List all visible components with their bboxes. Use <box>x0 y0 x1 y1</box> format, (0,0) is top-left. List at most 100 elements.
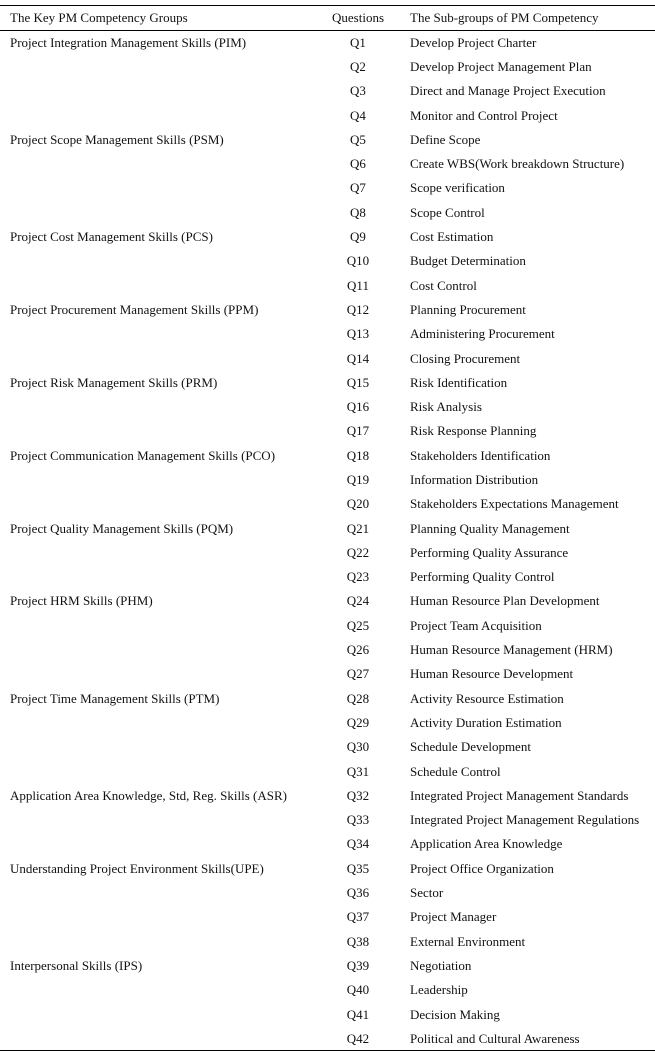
group-name-cell <box>0 176 315 200</box>
question-cell: Q32 <box>346 787 370 803</box>
question-cell: Q14 <box>346 350 370 366</box>
subgroup-cell: Human Resource Development <box>410 666 574 682</box>
question-cell: Q29 <box>346 714 370 730</box>
question-cell: Q34 <box>346 836 370 852</box>
table-row: Interpersonal Skills (IPS) Q39 Negotiation <box>0 954 655 978</box>
table-row: Project Risk Management Skills (PRM) Q15 R… <box>0 371 655 395</box>
question-cell: Q41 <box>346 1006 370 1022</box>
table-row: Q37 Project Manager <box>0 905 655 929</box>
subgroup-cell: Define Scope <box>410 131 481 147</box>
group-name-cell <box>0 759 315 783</box>
subgroup-cell: Risk Analysis <box>410 399 482 415</box>
subgroup-cell: Cost Control <box>410 277 477 293</box>
question-cell: Q36 <box>346 885 370 901</box>
question-cell: Q7 <box>350 180 366 196</box>
question-cell: Q2 <box>350 58 366 74</box>
table-row: Q27 Human Resource Development <box>0 662 655 686</box>
group-name-cell: Project Communication Management Skills … <box>10 447 276 463</box>
subgroup-cell: Develop Project Charter <box>410 34 537 50</box>
table-row: Q6 Create WBS(Work breakdown Structure) <box>0 152 655 176</box>
question-cell: Q20 <box>346 496 370 512</box>
question-cell: Q26 <box>346 642 370 658</box>
table-row: Q14 Closing Procurement <box>0 346 655 370</box>
subgroup-cell: Project Manager <box>410 909 497 925</box>
group-name-cell <box>0 322 315 346</box>
question-cell: Q15 <box>346 374 370 390</box>
table-row: Q25 Project Team Acquisition <box>0 614 655 638</box>
group-name-cell <box>0 978 315 1002</box>
group-name-cell <box>0 614 315 638</box>
group-name-cell: Project Procurement Management Skills (P… <box>10 301 259 317</box>
table-row: Understanding Project Environment Skills… <box>0 857 655 881</box>
table-row: Q8 Scope Control <box>0 201 655 225</box>
subgroup-cell: Administering Procurement <box>410 326 555 342</box>
question-cell: Q3 <box>350 83 366 99</box>
question-cell: Q28 <box>346 690 370 706</box>
question-cell: Q1 <box>350 34 366 50</box>
subgroup-cell: Planning Procurement <box>410 301 526 317</box>
question-cell: Q42 <box>346 1030 370 1046</box>
subgroup-cell: Stakeholders Identification <box>410 447 551 463</box>
question-cell: Q25 <box>346 617 370 633</box>
question-cell: Q40 <box>346 982 370 998</box>
question-cell: Q12 <box>346 301 370 317</box>
subgroup-cell: Integrated Project Management Regulation… <box>410 812 640 828</box>
group-name-cell <box>0 249 315 273</box>
competency-table: The Key PM Competency Groups Questions T… <box>0 5 655 1051</box>
group-name-cell: Project Cost Management Skills (PCS) <box>10 229 213 245</box>
subgroup-cell: Risk Response Planning <box>410 423 537 439</box>
table-row: Project Cost Management Skills (PCS) Q9 Co… <box>0 225 655 249</box>
group-name-cell <box>0 419 315 443</box>
table-row: Q20 Stakeholders Expectations Management <box>0 492 655 516</box>
group-name-cell <box>0 1027 315 1051</box>
question-cell: Q11 <box>347 277 369 293</box>
table-row: Q41 Decision Making <box>0 1002 655 1026</box>
question-cell: Q38 <box>346 933 370 949</box>
question-cell: Q33 <box>346 812 370 828</box>
table-header-row: The Key PM Competency Groups Questions T… <box>0 5 655 31</box>
question-cell: Q16 <box>346 399 370 415</box>
table-row: Q42 Political and Cultural Awareness <box>0 1027 655 1051</box>
table-row: Q31 Schedule Control <box>0 759 655 783</box>
group-name-cell: Application Area Knowledge, Std, Reg. Sk… <box>10 787 287 803</box>
question-cell: Q19 <box>346 471 370 487</box>
table-row: Q36 Sector <box>0 881 655 905</box>
subgroup-cell: External Environment <box>410 933 526 949</box>
group-name-cell <box>0 735 315 759</box>
subgroup-cell: Cost Estimation <box>410 229 494 245</box>
question-cell: Q35 <box>346 860 370 876</box>
subgroup-cell: Sector <box>410 885 444 901</box>
question-cell: Q22 <box>346 544 370 560</box>
table-row: Q13 Administering Procurement <box>0 322 655 346</box>
question-cell: Q30 <box>346 739 370 755</box>
group-name-cell <box>0 541 315 565</box>
subgroup-cell: Create WBS(Work breakdown Structure) <box>410 156 625 172</box>
table-row: Q30 Schedule Development <box>0 735 655 759</box>
table-row: Q22 Performing Quality Assurance <box>0 541 655 565</box>
question-cell: Q39 <box>346 957 370 973</box>
group-name-cell <box>0 79 315 103</box>
table-row: Q16 Risk Analysis <box>0 395 655 419</box>
subgroup-cell: Planning Quality Management <box>410 520 570 536</box>
question-cell: Q9 <box>350 229 366 245</box>
group-name-cell <box>0 929 315 953</box>
question-cell: Q23 <box>346 569 370 585</box>
group-name-cell: Project Scope Management Skills (PSM) <box>10 131 224 147</box>
table-row: Application Area Knowledge, Std, Reg. Sk… <box>0 784 655 808</box>
group-name-cell <box>0 565 315 589</box>
subgroup-cell: Human Resource Management (HRM) <box>410 642 613 658</box>
subgroup-cell: Budget Determination <box>410 253 526 269</box>
subgroup-cell: Scope verification <box>410 180 505 196</box>
group-name-cell <box>0 662 315 686</box>
table-row: Q38 External Environment <box>0 929 655 953</box>
subgroup-cell: Decision Making <box>410 1006 500 1022</box>
group-name-cell <box>0 832 315 856</box>
question-cell: Q31 <box>346 763 370 779</box>
header-questions: Questions <box>332 10 384 25</box>
subgroup-cell: Integrated Project Management Standards <box>410 787 629 803</box>
subgroup-cell: Direct and Manage Project Execution <box>410 83 606 99</box>
subgroup-cell: Project Office Organization <box>410 860 554 876</box>
table-row: Q17 Risk Response Planning <box>0 419 655 443</box>
group-name-cell: Project HRM Skills (PHM) <box>10 593 153 609</box>
group-name-cell <box>0 346 315 370</box>
